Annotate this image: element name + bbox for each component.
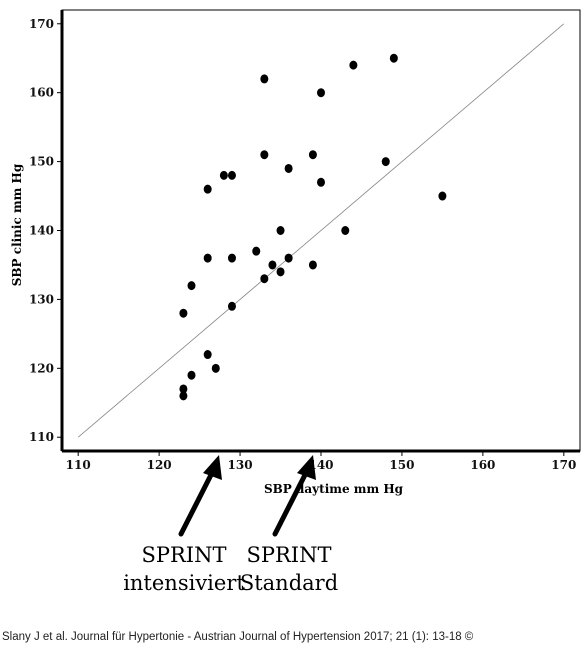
data-point	[308, 260, 317, 270]
identity-line	[77, 23, 565, 438]
x-tick-label: 140	[308, 458, 333, 472]
y-axis-ticks: 110 120 130 140 150 160 170	[29, 17, 62, 444]
data-point	[252, 246, 261, 256]
x-tick-label: 120	[147, 458, 172, 472]
annotation-arrow-shaft	[272, 464, 312, 537]
data-point	[203, 184, 212, 194]
data-point	[284, 163, 293, 173]
data-point	[268, 260, 277, 270]
y-tick-label: 130	[29, 292, 54, 306]
reference-line-group	[77, 23, 565, 438]
x-tick-label: 160	[470, 458, 495, 472]
source-citation: Slany J et al. Journal für Hypertonie - …	[2, 631, 474, 643]
y-tick-label: 150	[29, 155, 54, 169]
x-axis-label: SBP daytime mm Hg	[264, 482, 404, 496]
data-point	[187, 281, 196, 291]
data-point	[341, 226, 350, 235]
data-point	[317, 177, 325, 187]
annotation-arrow-head	[297, 455, 316, 480]
data-point	[227, 301, 236, 311]
y-tick-label: 120	[29, 361, 54, 375]
data-point	[227, 170, 236, 180]
annotation-arrow-head	[203, 455, 222, 480]
x-axis-ticks: 110 120 130 140 150 160 170	[66, 451, 576, 472]
data-point	[203, 253, 212, 263]
annotation-label-line1: SPRINT	[246, 543, 331, 567]
data-point	[260, 274, 269, 284]
y-tick-label: 110	[29, 430, 54, 444]
data-point	[389, 53, 398, 63]
x-tick-label: 170	[551, 458, 576, 472]
annotation-arrow-shaft	[178, 464, 218, 537]
data-point	[276, 226, 285, 235]
data-point	[179, 391, 188, 401]
data-point	[227, 253, 236, 263]
data-point	[203, 350, 212, 360]
data-point	[284, 253, 293, 263]
y-tick-label: 170	[29, 17, 54, 31]
data-point	[349, 60, 358, 70]
data-point	[308, 150, 317, 160]
data-points	[179, 53, 447, 401]
data-point	[187, 370, 196, 380]
annotation-label-line2: intensiviert	[123, 571, 245, 595]
data-point	[219, 170, 228, 180]
y-tick-label: 140	[29, 224, 54, 238]
data-point	[211, 363, 220, 373]
data-point	[179, 308, 188, 318]
data-point	[317, 88, 325, 98]
data-point	[260, 150, 269, 160]
x-tick-label: 110	[66, 458, 91, 472]
x-tick-label: 130	[228, 458, 253, 472]
data-point	[260, 74, 269, 84]
x-tick-label: 150	[389, 458, 414, 472]
data-point	[179, 384, 188, 394]
annotation-label-line2: Standard	[240, 571, 338, 595]
data-point	[276, 267, 285, 277]
y-axis-label: SBP clinic mm Hg	[10, 163, 24, 286]
y-tick-label: 160	[29, 86, 54, 100]
data-point	[438, 191, 447, 201]
annotation-label-line1: SPRINT	[141, 543, 226, 567]
scatter-chart: 110 120 130 140 150 160 170 110 120 130 140 150 160…	[10, 9, 581, 595]
data-point	[381, 157, 390, 167]
